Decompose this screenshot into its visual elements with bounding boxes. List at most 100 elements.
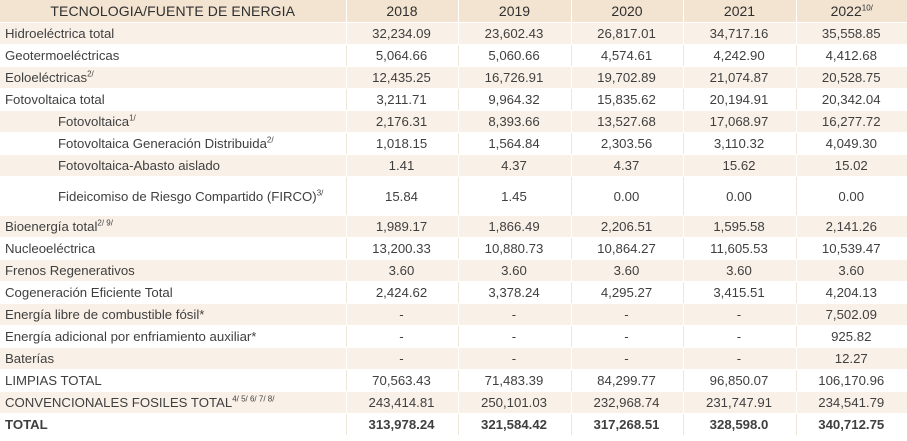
table-row: Nucleoeléctrica 13,200.33 10,880.73 10,864.…	[0, 237, 907, 260]
value-cell-2021: 17,068.97	[683, 110, 797, 133]
value-cell-2018: 2,176.31	[346, 110, 459, 133]
table-header-row: TECNOLOGIA/FUENTE DE ENERGIA 2018 2019 2…	[0, 0, 907, 23]
row-label-text: LIMPIAS TOTAL	[5, 373, 102, 388]
table-row: Frenos Regenerativos 3.60 3.60 3.60 3.60 3.60	[0, 259, 907, 282]
value-cell-2021: 3.60	[683, 259, 797, 282]
footnote-ref: 1/	[129, 113, 136, 123]
value-cell-2021: 4,242.90	[683, 44, 797, 67]
value-cell-2019: 4.37	[458, 154, 572, 177]
table-row: Fideicomiso de Riesgo Compartido (FIRCO)…	[0, 176, 907, 216]
value-cell-2018: -	[346, 325, 459, 348]
row-label: Hidroeléctrica total	[0, 22, 347, 45]
value-cell-2020: 4,574.61	[571, 44, 684, 67]
value-cell-2022: 7,502.09	[796, 303, 907, 326]
row-label: Energía libre de combustible fósil*	[0, 303, 347, 326]
value-cell-2021: -	[683, 303, 797, 326]
header-year-2019: 2019	[458, 0, 572, 23]
table-row: Cogeneración Eficiente Total 2,424.62 3,37…	[0, 281, 907, 304]
row-label: Fotovoltaica1/	[0, 110, 347, 133]
table-row: Hidroeléctrica total 32,234.09 23,602.43 26…	[0, 22, 907, 45]
value-cell-2021: 21,074.87	[683, 66, 797, 89]
table-body: Hidroeléctrica total 32,234.09 23,602.43 26…	[0, 22, 907, 436]
row-label-text: Eoloeléctricas	[5, 70, 88, 85]
header-technology: TECNOLOGIA/FUENTE DE ENERGIA	[0, 0, 347, 23]
value-cell-2021: 11,605.53	[683, 237, 797, 260]
value-cell-2020: 10,864.27	[571, 237, 684, 260]
row-label-text: Hidroeléctrica total	[5, 26, 115, 41]
row-label: Fotovoltaica-Abasto aislado	[0, 154, 347, 177]
value-cell-2018: -	[346, 303, 459, 326]
value-cell-2019: 23,602.43	[458, 22, 572, 45]
value-cell-2018: 13,200.33	[346, 237, 459, 260]
table-row: Bioenergía total2/ 9/1,989.17 1,866.49 2,2…	[0, 215, 907, 238]
value-cell-2022: 3.60	[796, 259, 907, 282]
value-cell-2018: 15.84	[346, 176, 459, 216]
value-cell-2022: 35,558.85	[796, 22, 907, 45]
value-cell-2019: 250,101.03	[458, 391, 572, 414]
value-cell-2021: 1,595.58	[683, 215, 797, 238]
row-label: Cogeneración Eficiente Total	[0, 281, 347, 304]
table-row: LIMPIAS TOTAL 70,563.43 71,483.39 84,299.77…	[0, 369, 907, 392]
row-label: Fotovoltaica Generación Distribuida2/	[0, 132, 347, 155]
row-label: TOTAL	[0, 413, 347, 436]
footnote-ref: 2/	[266, 135, 274, 145]
value-cell-2022: 20,528.75	[796, 66, 907, 89]
header-year-2022-label: 2022	[830, 3, 862, 19]
value-cell-2021: 34,717.16	[683, 22, 797, 45]
row-label: Eoloeléctricas2/	[0, 66, 347, 89]
row-label-text: Energía adicional por enfriamiento auxil…	[5, 329, 257, 344]
row-label: Frenos Regenerativos	[0, 259, 347, 282]
value-cell-2022: 15.02	[796, 154, 907, 177]
row-label: LIMPIAS TOTAL	[0, 369, 347, 392]
table-row: Fotovoltaica total 3,211.71 9,964.32 15,835…	[0, 88, 907, 111]
value-cell-2022: 12.27	[796, 347, 907, 370]
value-cell-2022: 4,049.30	[796, 132, 907, 155]
table-row: Fotovoltaica Generación Distribuida2/1,0…	[0, 132, 907, 155]
row-label-text: CONVENCIONALES FOSILES TOTAL	[5, 395, 233, 410]
value-cell-2022: 234,541.79	[796, 391, 907, 414]
value-cell-2019: 3.60	[458, 259, 572, 282]
header-year-2021: 2021	[683, 0, 797, 23]
value-cell-2020: -	[571, 303, 684, 326]
row-label-text: Geotermoeléctricas	[5, 48, 120, 63]
footnote-ref: 3/	[316, 188, 324, 198]
value-cell-2021: 20,194.91	[683, 88, 797, 111]
row-label-text: Fotovoltaica Generación Distribuida	[58, 136, 267, 151]
row-label-text: Fotovoltaica-Abasto aislado	[58, 158, 221, 173]
value-cell-2020: 2,303.56	[571, 132, 684, 155]
value-cell-2022: 10,539.47	[796, 237, 907, 260]
value-cell-2019: -	[458, 303, 572, 326]
row-label: Geotermoeléctricas	[0, 44, 347, 67]
row-label: Nucleoeléctrica	[0, 237, 347, 260]
value-cell-2018: 70,563.43	[346, 369, 459, 392]
value-cell-2018: 3,211.71	[346, 88, 459, 111]
value-cell-2020: 2,206.51	[571, 215, 684, 238]
footnote-ref: 10/	[861, 3, 873, 13]
value-cell-2020: 84,299.77	[571, 369, 684, 392]
table-row: Fotovoltaica1/2,176.31 8,393.66 13,527.68 1…	[0, 110, 907, 133]
value-cell-2020: 26,817.01	[571, 22, 684, 45]
row-label-text: Fideicomiso de Riesgo Compartido (FIRCO)	[58, 188, 317, 204]
table-row: Energía libre de combustible fósil* - - - -7…	[0, 303, 907, 326]
value-cell-2021: 3,110.32	[683, 132, 797, 155]
value-cell-2018: 12,435.25	[346, 66, 459, 89]
value-cell-2019: 8,393.66	[458, 110, 572, 133]
value-cell-2020: 4.37	[571, 154, 684, 177]
value-cell-2020: -	[571, 347, 684, 370]
value-cell-2022: 20,342.04	[796, 88, 907, 111]
value-cell-2018: 1,989.17	[346, 215, 459, 238]
value-cell-2019: -	[458, 325, 572, 348]
table-row: Baterías - - - -12.27	[0, 347, 907, 370]
value-cell-2018: 2,424.62	[346, 281, 459, 304]
value-cell-2018: 243,414.81	[346, 391, 459, 414]
value-cell-2018: 3.60	[346, 259, 459, 282]
row-label-text: Bioenergía total	[5, 219, 98, 234]
table-row: Geotermoeléctricas 5,064.66 5,060.66 4,574.…	[0, 44, 907, 67]
value-cell-2019: 10,880.73	[458, 237, 572, 260]
row-label-text: TOTAL	[5, 417, 48, 432]
value-cell-2022: 4,412.68	[796, 44, 907, 67]
row-label: Baterías	[0, 347, 347, 370]
value-cell-2022: 4,204.13	[796, 281, 907, 304]
table-row: TOTAL 313,978.24 321,584.42 317,268.51 328,5…	[0, 413, 907, 436]
value-cell-2018: 1.41	[346, 154, 459, 177]
